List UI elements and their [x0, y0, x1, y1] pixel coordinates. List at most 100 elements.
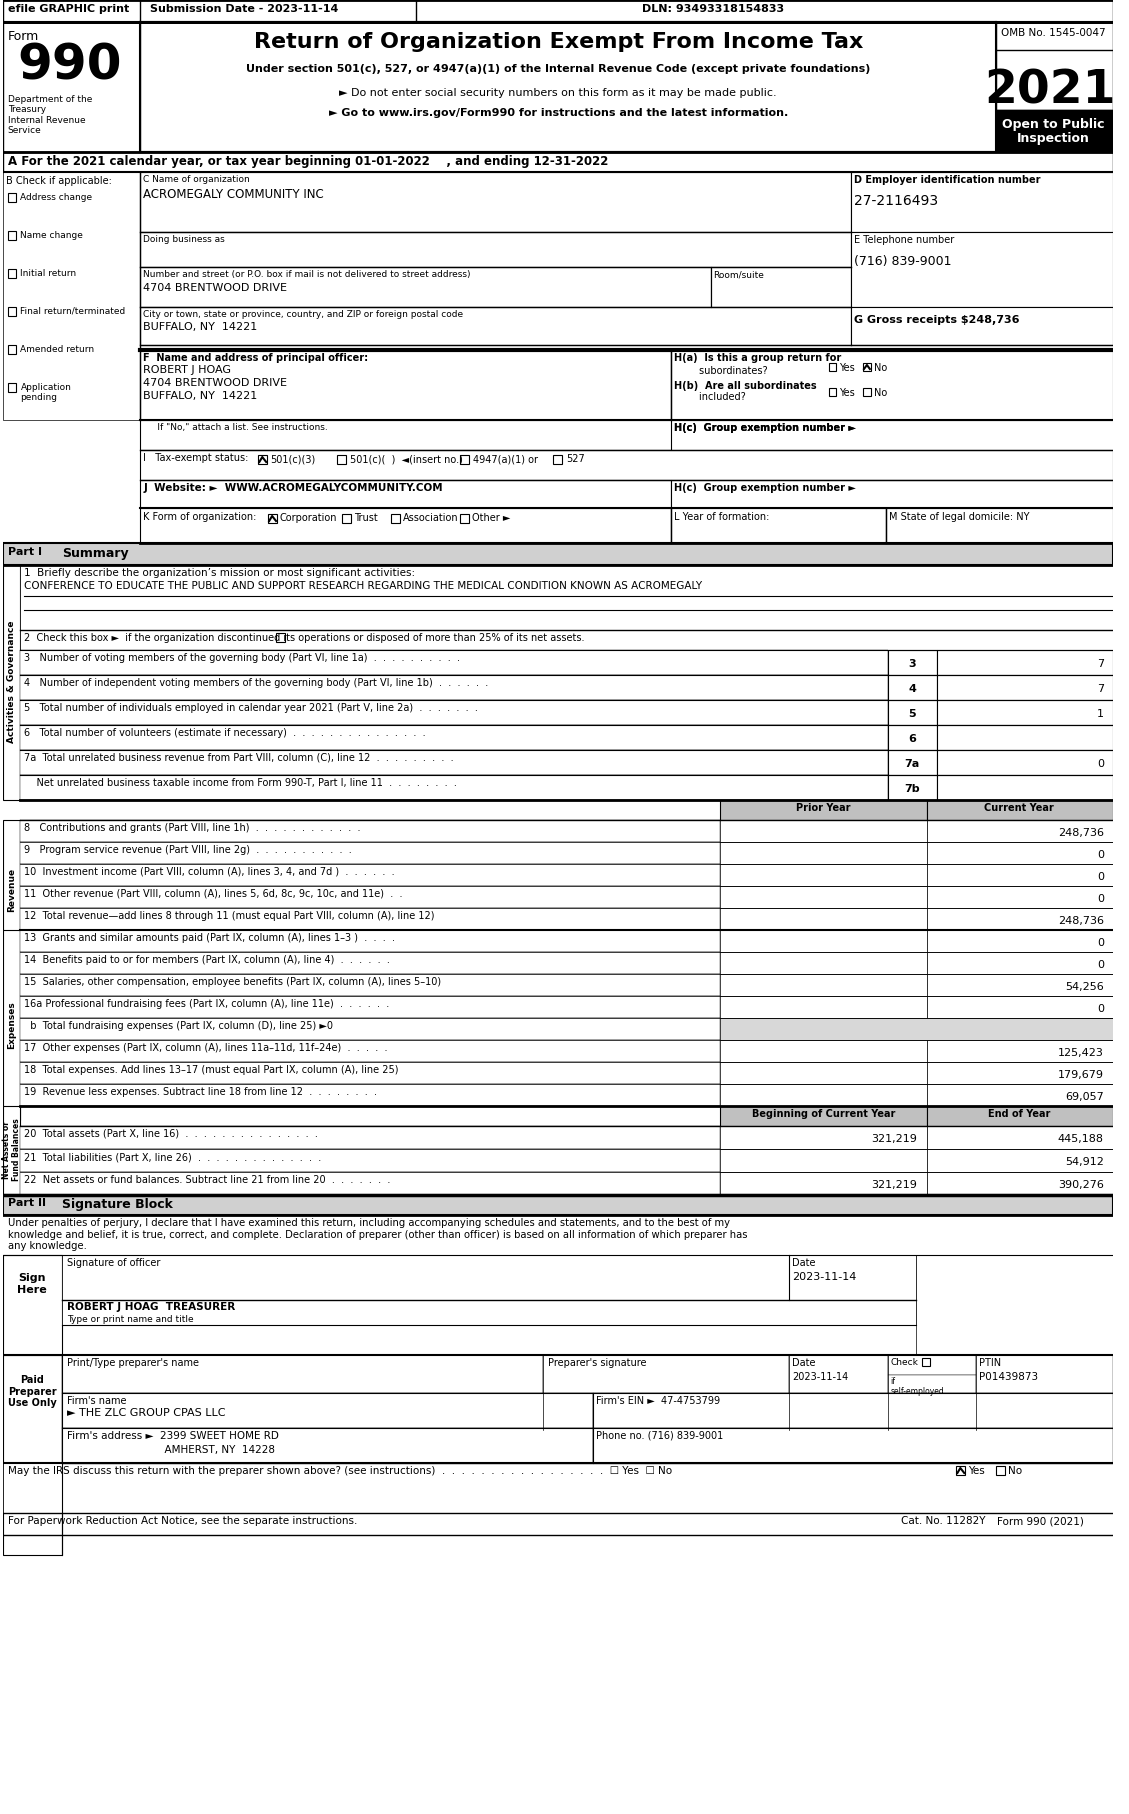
Text: Preparer's signature: Preparer's signature	[549, 1359, 647, 1368]
Text: 501(c)(3): 501(c)(3)	[270, 454, 315, 464]
Bar	[543, 1355, 789, 1393]
Bar	[62, 1428, 593, 1464]
Bar	[720, 1018, 1113, 1039]
Text: Room/suite: Room/suite	[714, 270, 764, 279]
Bar	[2, 152, 1113, 172]
Text: 0: 0	[1097, 894, 1104, 903]
Bar	[937, 775, 1113, 800]
Text: Net unrelated business taxable income from Form 990-T, Part I, line 11  .  .  . : Net unrelated business taxable income fr…	[25, 778, 457, 787]
Bar	[20, 885, 720, 909]
Bar	[720, 909, 927, 931]
Text: Department of the
Treasury
Internal Revenue
Service: Department of the Treasury Internal Reve…	[8, 94, 93, 136]
Bar	[672, 508, 885, 542]
Text: G Gross receipts $248,736: G Gross receipts $248,736	[855, 316, 1019, 325]
Bar	[20, 820, 720, 842]
Bar	[996, 22, 1113, 152]
Text: Sign
Here: Sign Here	[17, 1273, 47, 1295]
Bar	[2, 1195, 1113, 1215]
Bar	[8, 268, 17, 278]
Bar	[720, 996, 927, 1018]
Bar	[259, 455, 268, 464]
Bar	[829, 388, 837, 395]
Bar	[20, 1126, 720, 1148]
Text: 527: 527	[566, 454, 585, 464]
Text: Inspection: Inspection	[1017, 132, 1091, 145]
Text: ► Go to www.irs.gov/Form990 for instructions and the latest information.: ► Go to www.irs.gov/Form990 for instruct…	[329, 109, 788, 118]
Text: 10  Investment income (Part VIII, column (A), lines 3, 4, and 7d )  .  .  .  .  : 10 Investment income (Part VIII, column …	[25, 867, 395, 876]
Text: Initial return: Initial return	[20, 268, 77, 278]
Bar	[2, 542, 1113, 564]
Text: Open to Public: Open to Public	[1003, 118, 1105, 131]
Bar	[593, 1428, 1113, 1464]
Text: OMB No. 1545-0047: OMB No. 1545-0047	[1000, 27, 1105, 38]
Bar	[20, 726, 887, 749]
Text: F  Name and address of principal officer:: F Name and address of principal officer:	[143, 354, 368, 363]
Text: 9   Program service revenue (Part VIII, line 2g)  .  .  .  .  .  .  .  .  .  .  : 9 Program service revenue (Part VIII, li…	[25, 845, 352, 854]
Bar	[720, 820, 927, 842]
Text: Expenses: Expenses	[7, 1001, 16, 1048]
Bar	[927, 842, 1113, 863]
Bar	[62, 1393, 593, 1428]
Bar	[62, 1355, 543, 1393]
Text: H(a)  Is this a group return for: H(a) Is this a group return for	[674, 354, 841, 363]
Text: 5   Total number of individuals employed in calendar year 2021 (Part V, line 2a): 5 Total number of individuals employed i…	[25, 704, 479, 713]
Text: 12  Total revenue—add lines 8 through 11 (must equal Part VIII, column (A), line: 12 Total revenue—add lines 8 through 11 …	[25, 911, 435, 922]
Text: ACROMEGALY COMMUNITY INC: ACROMEGALY COMMUNITY INC	[143, 189, 324, 201]
Bar	[20, 1018, 720, 1039]
Text: Submission Date - 2023-11-14: Submission Date - 2023-11-14	[150, 4, 339, 15]
Bar	[2, 22, 140, 152]
Text: 248,736: 248,736	[1058, 827, 1104, 838]
Text: 0: 0	[1097, 1003, 1104, 1014]
Text: If "No," attach a list. See instructions.: If "No," attach a list. See instructions…	[143, 423, 329, 432]
Text: Final return/terminated: Final return/terminated	[20, 307, 125, 316]
Text: 17  Other expenses (Part IX, column (A), lines 11a–11d, 11f–24e)  .  .  .  .  .: 17 Other expenses (Part IX, column (A), …	[25, 1043, 388, 1052]
Text: 0: 0	[1097, 758, 1104, 769]
Text: Form: Form	[8, 31, 38, 44]
Bar	[927, 1126, 1113, 1148]
Text: 1: 1	[1097, 709, 1104, 718]
Bar	[851, 232, 1113, 307]
Text: Firm's EIN ►  47-4753799: Firm's EIN ► 47-4753799	[596, 1397, 719, 1406]
Bar	[720, 842, 927, 863]
Bar	[8, 230, 17, 239]
Text: 6: 6	[908, 735, 916, 744]
Bar	[863, 363, 870, 372]
Text: Firm's name: Firm's name	[67, 1397, 126, 1406]
Bar	[927, 800, 1113, 820]
Bar	[937, 649, 1113, 675]
Text: Summary: Summary	[62, 548, 129, 561]
Text: L Year of formation:: L Year of formation:	[674, 512, 770, 522]
Bar	[20, 564, 1113, 629]
Text: 321,219: 321,219	[872, 1179, 917, 1190]
Bar	[20, 1148, 720, 1172]
Bar	[20, 775, 887, 800]
Text: Doing business as: Doing business as	[143, 236, 225, 245]
Bar	[851, 172, 1113, 232]
Bar	[672, 481, 1113, 508]
Bar	[20, 1172, 720, 1195]
Bar	[720, 1126, 927, 1148]
Text: H(c)  Group exemption number ►: H(c) Group exemption number ►	[674, 483, 856, 493]
Bar	[927, 909, 1113, 931]
Text: No: No	[874, 363, 887, 374]
Bar	[20, 996, 720, 1018]
Text: Yes: Yes	[969, 1466, 984, 1477]
Bar	[720, 952, 927, 974]
Bar	[885, 508, 1113, 542]
Text: No: No	[1007, 1466, 1022, 1477]
Text: Date: Date	[793, 1257, 816, 1268]
Bar	[62, 1255, 916, 1301]
Bar	[937, 749, 1113, 775]
Text: 501(c)(  )  ◄(insert no.): 501(c)( ) ◄(insert no.)	[350, 454, 463, 464]
Text: b  Total fundraising expenses (Part IX, column (D), line 25) ►0: b Total fundraising expenses (Part IX, c…	[25, 1021, 333, 1030]
Bar	[20, 700, 887, 726]
Text: 4704 BRENTWOOD DRIVE: 4704 BRENTWOOD DRIVE	[143, 377, 287, 388]
Bar	[887, 749, 937, 775]
Text: 2023-11-14: 2023-11-14	[793, 1272, 857, 1282]
Text: BUFFALO, NY  14221: BUFFALO, NY 14221	[143, 323, 257, 332]
Bar	[887, 775, 937, 800]
Text: 2  Check this box ►  if the organization discontinued its operations or disposed: 2 Check this box ► if the organization d…	[25, 633, 585, 642]
Bar	[927, 952, 1113, 974]
Bar	[887, 649, 937, 675]
Text: City or town, state or province, country, and ZIP or foreign postal code: City or town, state or province, country…	[143, 310, 463, 319]
